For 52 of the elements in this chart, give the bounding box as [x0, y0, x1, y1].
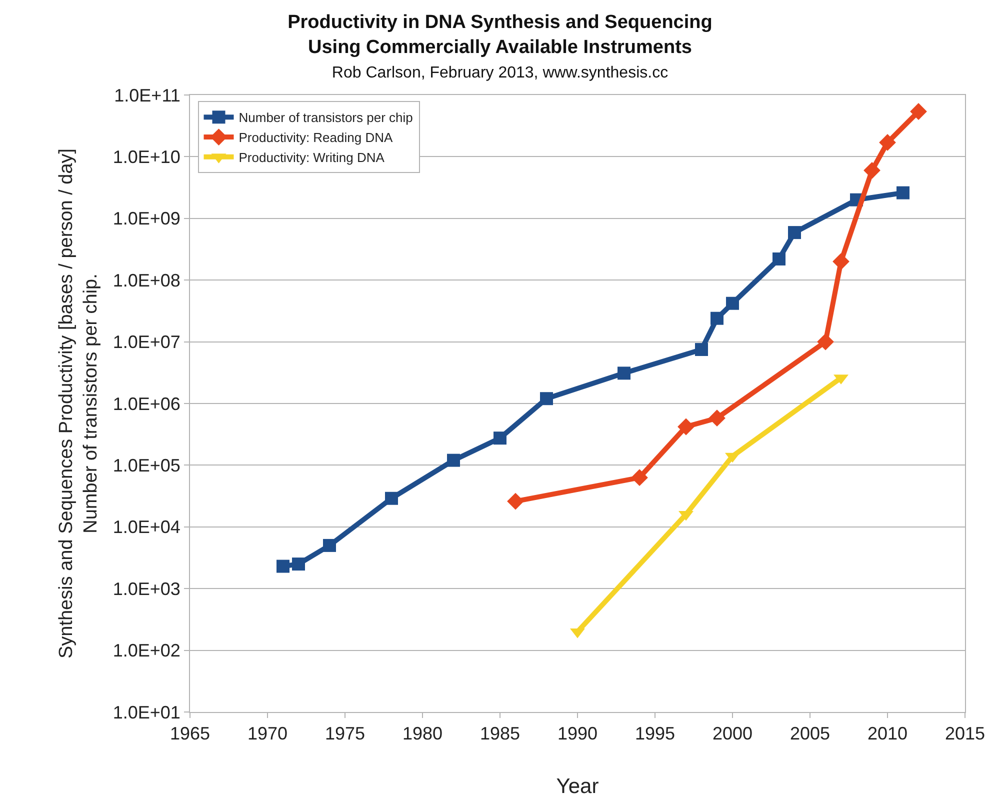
x-tick-label: 1965 [170, 724, 210, 744]
point [832, 253, 850, 270]
point [726, 296, 739, 310]
y-tick-label: 1.0E+11 [114, 85, 180, 106]
y-tick-label: 1.0E+07 [112, 332, 180, 352]
x-tick-label: 2005 [790, 724, 830, 744]
x-tick-label: 1970 [247, 724, 288, 744]
y-tick-label: 1.0E+08 [112, 270, 180, 290]
point [788, 226, 801, 240]
point [540, 392, 553, 406]
x-tick-label: 1975 [324, 724, 366, 744]
y-tick-label: 1.0E+09 [112, 208, 180, 229]
point [864, 162, 880, 179]
point [494, 432, 506, 445]
point [817, 333, 834, 350]
y-tick-label: 1.0E+01 [112, 702, 180, 722]
point [678, 418, 694, 436]
y-tick-label: 1.0E+06 [112, 394, 180, 414]
legend-label: Productivity: Reading DNA [238, 130, 393, 146]
point [276, 560, 290, 573]
point [695, 343, 708, 356]
point [447, 454, 460, 467]
x-tick-label: 1990 [557, 724, 598, 744]
point [772, 252, 786, 266]
x-tick-label: 1995 [634, 724, 676, 744]
point [708, 410, 726, 427]
point [710, 312, 724, 325]
y-tick-label: 1.0E+02 [112, 640, 180, 661]
point [323, 538, 336, 552]
x-axis-title: Year [556, 774, 599, 798]
point [385, 492, 398, 505]
point [910, 103, 927, 120]
y-axis-title: Synthesis and Sequences Productivity [bases / person / day] Number of transistors per chip. [56, 148, 102, 659]
x-tick-label: 2015 [944, 724, 986, 744]
point [896, 186, 910, 200]
legend-label: Number of transistors per chip [238, 110, 413, 126]
legend-label: Productivity: Writing DNA [238, 150, 385, 165]
y-tick-label: 1.0E+05 [112, 456, 180, 476]
x-tick-label: 2010 [867, 724, 908, 744]
x-tick-label: 1985 [480, 724, 520, 744]
point [618, 366, 630, 380]
x-tick-label: 2000 [712, 724, 753, 744]
point [631, 469, 648, 486]
chart-title: Productivity in DNA Synthesis and Sequencing Using Commercially Available Instruments [288, 12, 712, 58]
y-tick-label: 1.0E+03 [112, 578, 180, 599]
y-tick-label: 1.0E+10 [112, 147, 180, 167]
point [879, 134, 896, 151]
point [507, 492, 524, 510]
point [292, 558, 305, 571]
x-tick-label: 1980 [402, 724, 443, 744]
chart-subtitle: Rob Carlson, February 2013, www.synthesis.cc [332, 64, 668, 82]
y-tick-label: 1.0E+04 [112, 517, 180, 538]
